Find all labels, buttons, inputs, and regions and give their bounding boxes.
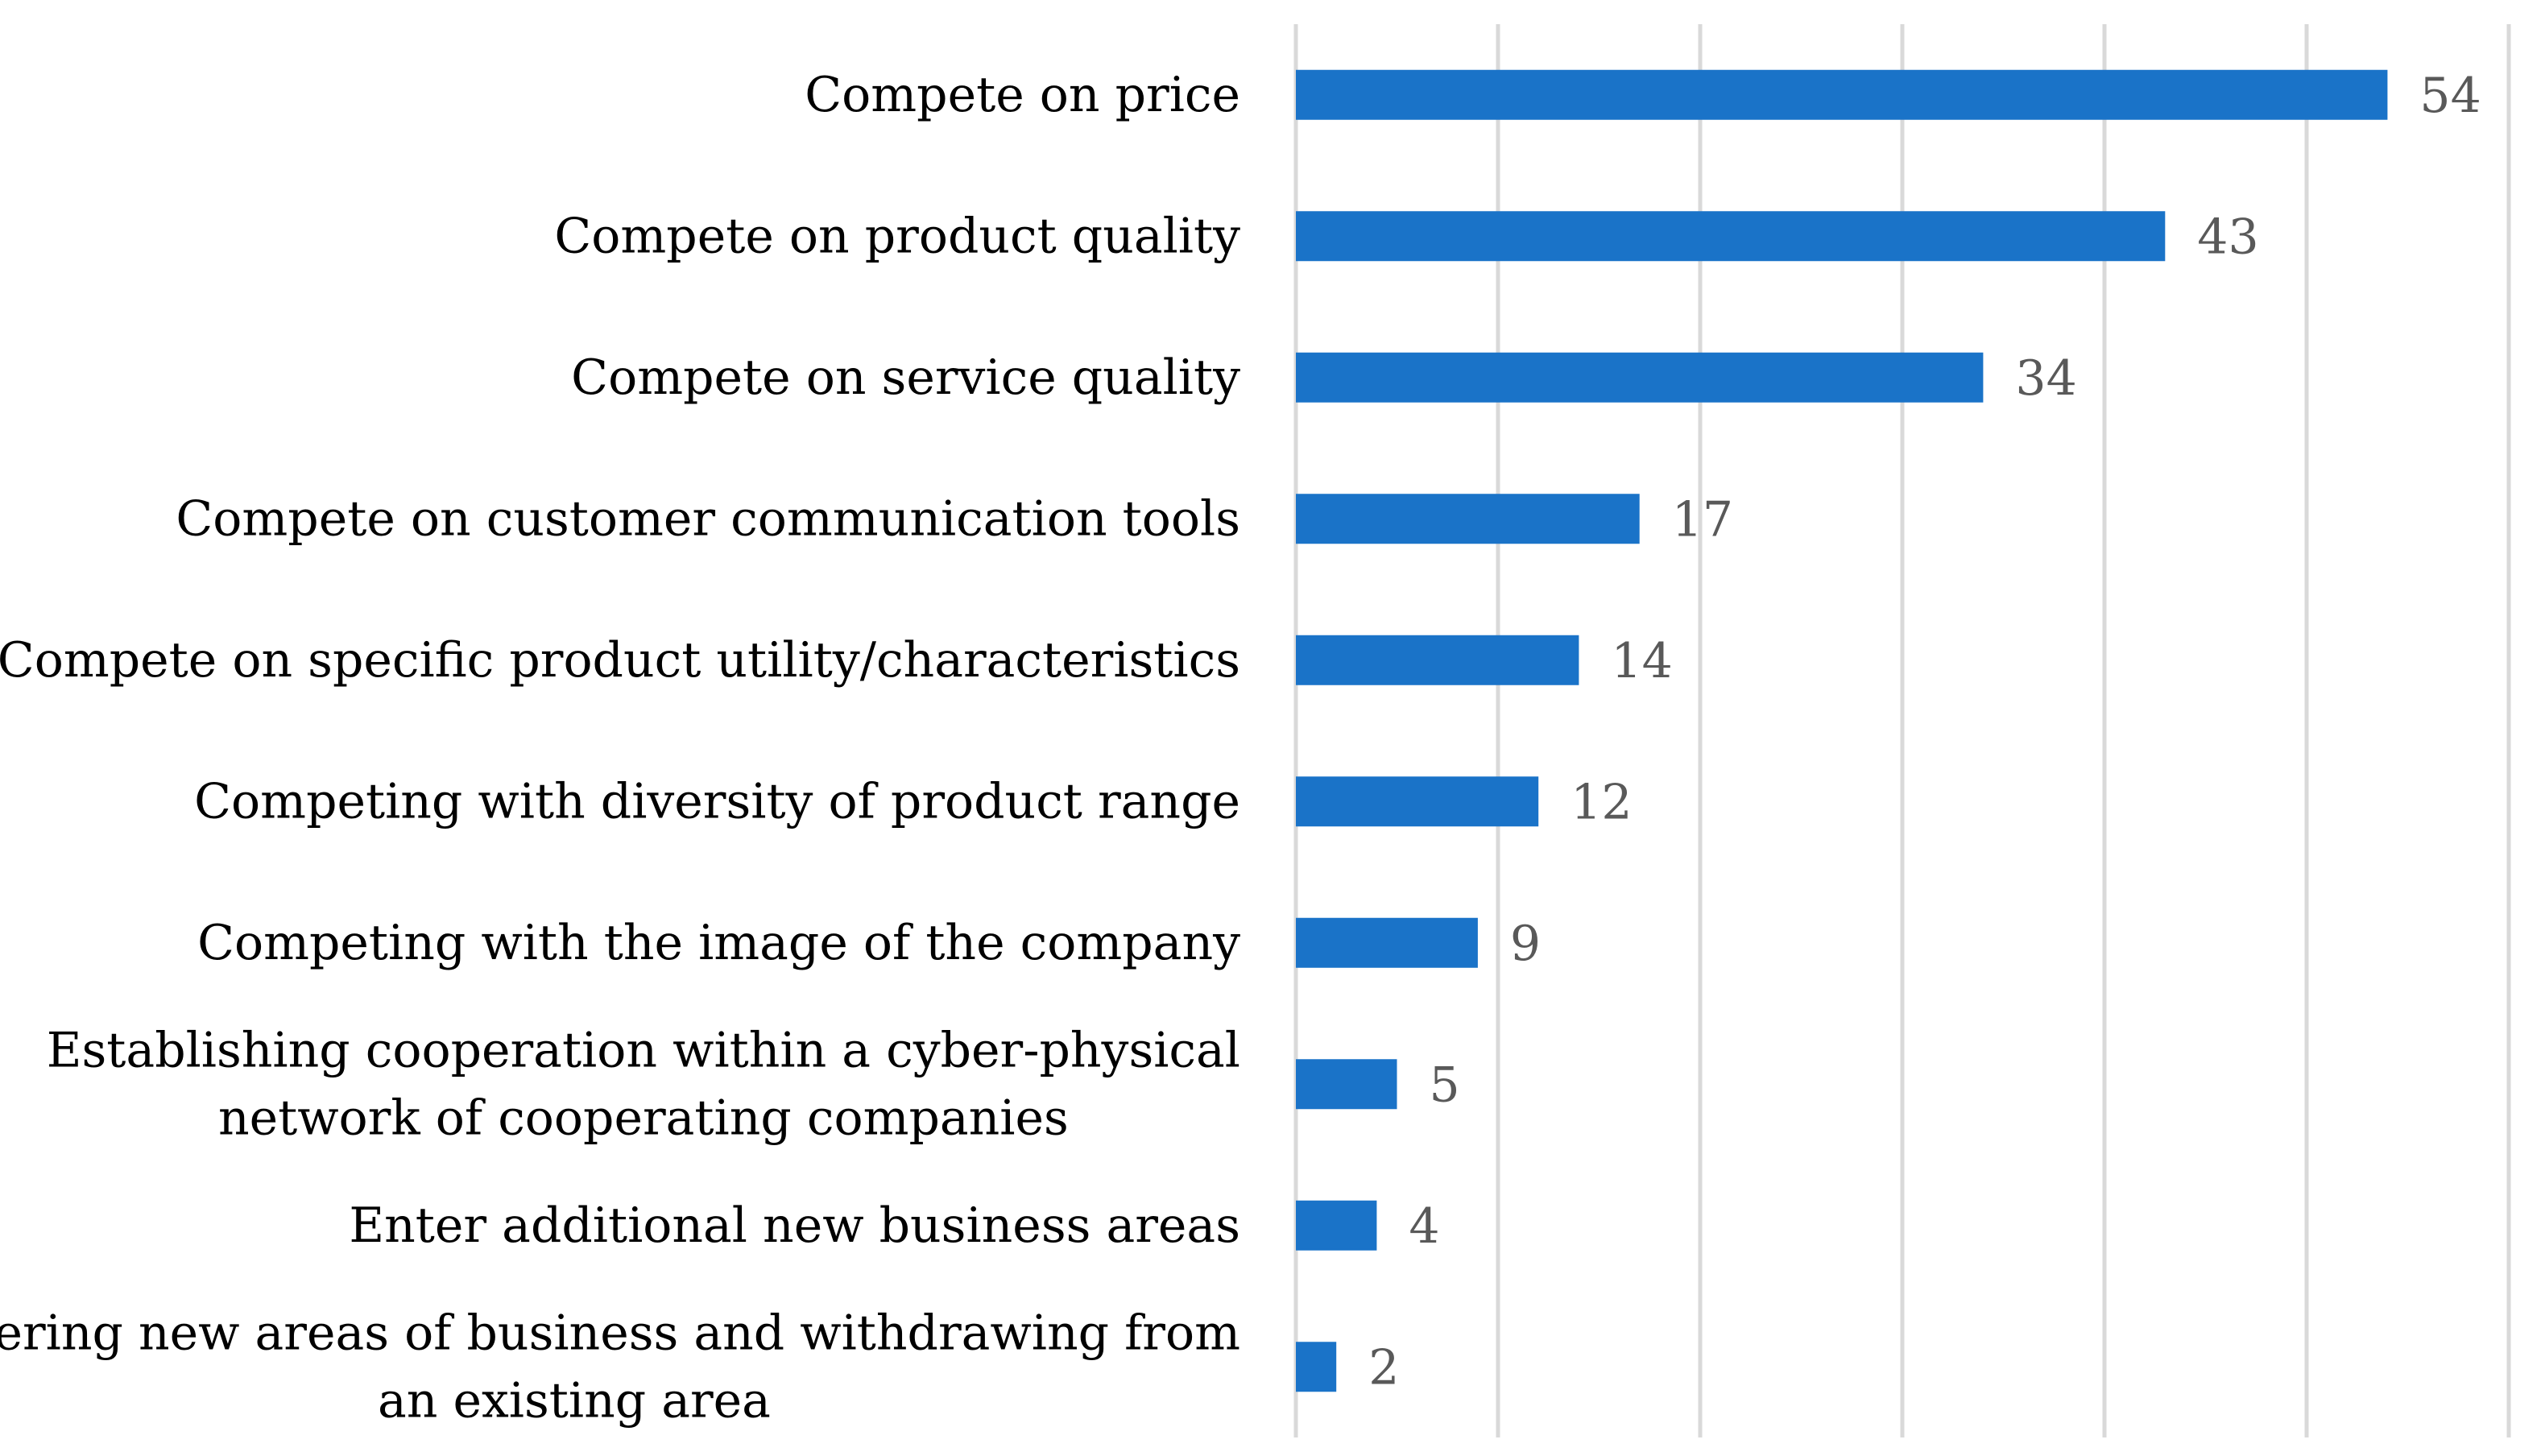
category-label-6: Competing with diversity of product rang… <box>194 773 1240 829</box>
category-label-3: Compete on service quality <box>571 350 1240 406</box>
bar-9 <box>1296 1200 1377 1251</box>
data-label-5: 14 <box>1611 633 1672 689</box>
data-label-8: 5 <box>1430 1057 1460 1113</box>
bar-2 <box>1296 211 2166 262</box>
category-label-8: Establishing cooperation within a cyber-… <box>47 1022 1240 1146</box>
bar-3 <box>1296 352 1984 403</box>
category-label-2: Compete on product quality <box>554 208 1240 264</box>
category-label-10: Entering new areas of business and withd… <box>0 1305 1240 1429</box>
data-label-3: 34 <box>2015 350 2076 407</box>
bar-6 <box>1296 776 1539 827</box>
data-label-2: 43 <box>2197 209 2258 265</box>
category-labels: Compete on price Compete on product quali… <box>0 67 1240 1429</box>
category-label-5: Compete on specific product utility/char… <box>0 632 1240 689</box>
category-label-7: Competing with the image of the company <box>197 915 1240 971</box>
bar-8 <box>1296 1059 1397 1110</box>
category-label-9: Enter additional new business areas <box>349 1197 1240 1254</box>
bar-10 <box>1296 1342 1337 1392</box>
bar-1 <box>1296 69 2388 120</box>
bar-4 <box>1296 494 1640 544</box>
bar-5 <box>1296 635 1579 685</box>
category-label-1: Compete on price <box>805 67 1240 123</box>
data-label-4: 17 <box>1672 491 1733 548</box>
data-label-10: 2 <box>1368 1339 1399 1396</box>
bars <box>1296 69 2388 1392</box>
category-label-4: Compete on customer communication tools <box>176 490 1240 547</box>
data-label-7: 9 <box>1510 916 1541 972</box>
bar-7 <box>1296 917 1478 968</box>
data-label-9: 4 <box>1409 1198 1439 1255</box>
data-label-1: 54 <box>2419 68 2481 124</box>
data-label-6: 12 <box>1571 774 1632 830</box>
